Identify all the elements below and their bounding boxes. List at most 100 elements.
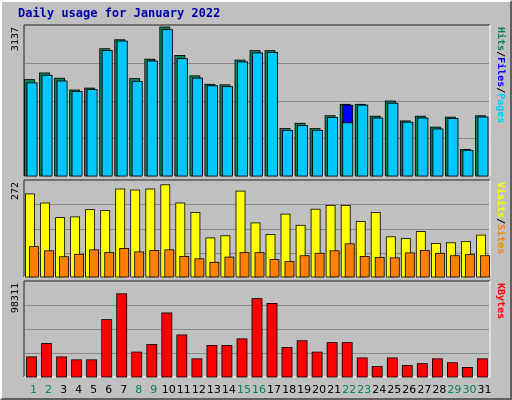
- x-tick-label-13: 13: [207, 383, 221, 396]
- legend-separator: /: [495, 218, 506, 224]
- x-tick-label-1: 1: [30, 383, 37, 396]
- x-tick-label-23: 23: [357, 383, 371, 396]
- x-tick-label-9: 9: [150, 383, 157, 396]
- bar-sites-day-28: [434, 252, 445, 278]
- bar-pages-day-31: [477, 116, 489, 177]
- bar-kbytes-day-19: [296, 340, 308, 378]
- bar-sites-day-17: [269, 259, 280, 278]
- bar-sites-day-31: [480, 255, 490, 278]
- bar-sites-day-22: [344, 243, 355, 278]
- bar-sites-day-8: [134, 251, 145, 278]
- bar-pages-day-25: [387, 102, 399, 177]
- bar-pages-day-20: [312, 129, 324, 177]
- x-tick-label-4: 4: [75, 383, 82, 396]
- bar-sites-day-21: [329, 250, 340, 278]
- bar-sites-day-29: [449, 255, 460, 278]
- bar-sites-day-14: [224, 256, 235, 278]
- x-tick-label-20: 20: [312, 383, 326, 396]
- x-tick-label-29: 29: [447, 383, 461, 396]
- bar-sites-day-13: [209, 261, 220, 278]
- bar-kbytes-day-31: [477, 358, 488, 378]
- x-tick-label-10: 10: [162, 383, 176, 396]
- y-max-label: 272: [10, 182, 21, 200]
- bar-kbytes-day-13: [206, 344, 218, 378]
- bar-kbytes-day-23: [356, 357, 368, 378]
- legend-entry-pages: Pages: [495, 93, 506, 123]
- bar-sites-day-27: [419, 250, 430, 278]
- x-tick-label-3: 3: [60, 383, 67, 396]
- bar-kbytes-day-17: [266, 302, 278, 378]
- x-axis: 1 2 3 4 5 6 7 8 9 10 11 12 13 14 15 16 17 18 19 20 21 22 23 24 2…: [30, 383, 492, 396]
- legend-entry-files: Files: [495, 57, 507, 87]
- x-tick-label-12: 12: [192, 383, 206, 396]
- x-tick-label-2: 2: [45, 383, 52, 396]
- bar-sites-day-4: [74, 253, 84, 278]
- bar-sites-day-23: [359, 255, 370, 278]
- bar-kbytes-day-24: [371, 366, 383, 378]
- bar-pages-day-27: [417, 117, 429, 177]
- x-tick-label-6: 6: [105, 383, 112, 396]
- bar-sites-day-1: [29, 246, 39, 278]
- bar-pages-day-28: [432, 128, 444, 177]
- bar-pages-day-17: [267, 52, 278, 177]
- bar-pages-day-1: [26, 82, 38, 177]
- bar-kbytes-day-21: [326, 342, 338, 378]
- bar-sites-day-7: [119, 247, 130, 278]
- bar-kbytes-day-5: [86, 359, 97, 378]
- x-tick-label-30: 30: [463, 383, 477, 396]
- bar-pages-day-30: [462, 149, 474, 177]
- bar-kbytes-day-25: [386, 357, 398, 378]
- bar-kbytes-day-11: [176, 334, 188, 378]
- legend-entry-hits: Hits: [495, 27, 507, 51]
- x-tick-label-24: 24: [372, 383, 386, 396]
- x-tick-label-16: 16: [252, 383, 266, 396]
- bar-sites-day-11: [179, 255, 190, 278]
- bar-sites-day-24: [374, 256, 385, 278]
- bar-kbytes-day-15: [236, 338, 248, 378]
- bar-kbytes-day-28: [431, 358, 443, 378]
- bar-kbytes-day-30: [461, 366, 473, 378]
- bar-kbytes-day-1: [26, 356, 37, 378]
- x-tick-label-7: 7: [120, 383, 127, 396]
- bar-pages-day-15: [237, 61, 248, 177]
- x-tick-label-19: 19: [297, 383, 311, 396]
- x-tick-label-22: 22: [342, 383, 356, 396]
- bar-kbytes-day-4: [71, 359, 82, 378]
- bar-sites-day-30: [464, 254, 475, 278]
- bar-pages-day-23: [357, 104, 369, 177]
- x-tick-label-26: 26: [402, 383, 416, 396]
- x-tick-label-25: 25: [387, 383, 401, 396]
- legend-separator: /: [495, 87, 506, 93]
- bar-pages-day-24: [372, 117, 384, 177]
- x-tick-label-17: 17: [267, 383, 281, 396]
- y-max-label: 3137: [10, 27, 21, 51]
- bar-kbytes-day-26: [401, 365, 413, 378]
- bar-sites-day-26: [404, 252, 415, 278]
- bar-sites-day-15: [239, 252, 250, 278]
- y-max-label: 98311: [10, 283, 21, 313]
- x-tick-label-8: 8: [135, 383, 142, 396]
- axis-legend: KBytes: [495, 283, 506, 319]
- panel-hits-files-pages: 3137 Hits/Files/Pages: [10, 24, 507, 177]
- bar-pages-day-26: [402, 121, 414, 177]
- bar-kbytes-day-20: [311, 351, 323, 378]
- x-tick-label-21: 21: [327, 383, 341, 396]
- series-sites: [29, 243, 490, 278]
- bar-kbytes-day-3: [56, 356, 67, 378]
- bar-sites-day-16: [254, 252, 265, 278]
- bar-sites-day-10: [164, 249, 175, 278]
- bar-pages-day-10: [161, 29, 173, 177]
- bar-pages-day-2: [41, 74, 53, 177]
- series-pages: [26, 29, 489, 177]
- x-tick-label-14: 14: [222, 383, 236, 396]
- x-tick-label-15: 15: [237, 383, 251, 396]
- bar-pages-day-11: [176, 58, 188, 177]
- bar-sites-day-9: [149, 250, 160, 278]
- legend-separator: /: [495, 51, 506, 57]
- bar-pages-day-16: [252, 52, 263, 177]
- bar-kbytes-day-6: [101, 319, 113, 378]
- series-kbytes: [26, 293, 488, 378]
- bar-kbytes-day-10: [161, 312, 173, 378]
